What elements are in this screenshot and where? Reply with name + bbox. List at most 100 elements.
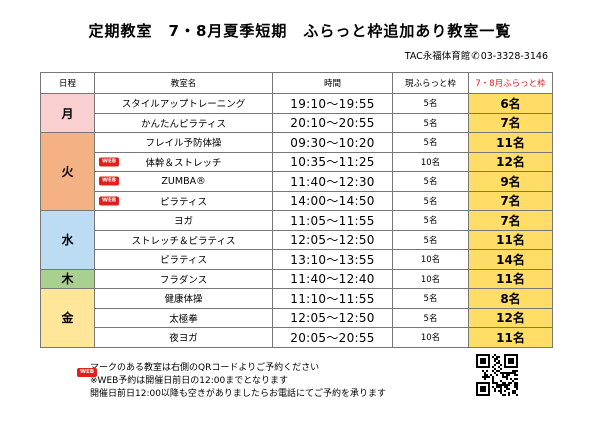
table-row: 太極拳 12:05～12:50 5名 12名 <box>41 307 553 328</box>
qr-code-icon[interactable] <box>476 354 518 396</box>
time-cell: 11:40～12:30 <box>272 171 393 192</box>
summer-slots-cell: 7名 <box>468 112 553 133</box>
current-slots-cell: 10名 <box>392 249 469 270</box>
class-name: 太極拳 <box>169 313 198 325</box>
table-header-row: 日程 教室名 時間 現ふらっと枠 7・8月ふらっと枠 <box>40 72 553 94</box>
current-slots-cell: 5名 <box>392 93 469 114</box>
summer-slots-cell: 11名 <box>468 327 553 348</box>
class-name-cell: フレイル予防体操 <box>94 132 273 153</box>
class-name-cell: 太極拳 <box>94 307 273 328</box>
summer-slots-cell: 12名 <box>468 307 553 328</box>
table-row: 夜ヨガ 20:05～20:55 10名 11名 <box>41 327 553 348</box>
time-cell: 12:05～12:50 <box>272 307 393 328</box>
table-row: WEB ピラティス 14:00～14:50 5名 7名 <box>41 190 553 211</box>
current-slots-cell: 5名 <box>392 171 469 192</box>
time-cell: 14:00～14:50 <box>272 190 393 211</box>
day-cell: 水 <box>40 210 95 270</box>
time-cell: 19:10～19:55 <box>272 93 393 114</box>
class-name-cell: WEB 体幹＆ストレッチ <box>94 151 273 172</box>
contact-info: TAC永福体育館✆03-3328-3146 <box>0 48 548 62</box>
header-summer: 7・8月ふらっと枠 <box>468 72 553 94</box>
summer-slots-cell: 6名 <box>468 93 553 114</box>
schedule-body: 月スタイルアップトレーニング 19:10～19:55 5名 6名 かんたんピラティス 20… <box>40 93 553 348</box>
summer-slots-cell: 11名 <box>468 268 553 289</box>
summer-slots-cell: 14名 <box>468 249 553 270</box>
class-name: フレイル予防体操 <box>145 138 222 150</box>
note-line-2: ※WEB予約は開催日前日の12:00までとなります <box>90 376 288 386</box>
class-name-cell: 健康体操 <box>94 288 273 309</box>
class-name-cell: フラダンス <box>94 268 273 289</box>
time-cell: 10:35～11:25 <box>272 151 393 172</box>
class-name: ヨガ <box>173 216 193 228</box>
class-name-cell: WEB ピラティス <box>94 190 273 211</box>
phone-icon: ✆ <box>471 51 480 62</box>
time-cell: 12:05～12:50 <box>272 229 393 250</box>
day-cell: 木 <box>40 268 95 289</box>
class-name-cell: 夜ヨガ <box>94 327 273 348</box>
class-name: ピラティス <box>160 196 207 208</box>
class-name-cell: ヨガ <box>94 210 273 231</box>
table-row: ピラティス 13:10～13:55 10名 14名 <box>41 249 553 270</box>
web-badge-icon: WEB <box>99 176 120 186</box>
table-row: 月 スタイルアップトレーニング 19:10～19:55 5名 6名 <box>40 93 553 133</box>
class-name-cell: かんたんピラティス <box>94 112 273 133</box>
summer-slots-cell: 7名 <box>468 210 553 231</box>
class-name: 健康体操 <box>164 294 203 306</box>
day-cell: 月 <box>40 93 95 133</box>
header-current: 現ふらっと枠 <box>392 72 469 94</box>
table-row: かんたんピラティス 20:10～20:55 5名 7名 <box>41 112 553 133</box>
header-time: 時間 <box>272 72 393 94</box>
current-slots-cell: 10名 <box>392 268 469 289</box>
schedule-table: 日程 教室名 時間 現ふらっと枠 7・8月ふらっと枠 月 スタイルアップトレーニン… <box>40 72 553 348</box>
class-name: かんたんピラティス <box>141 118 226 130</box>
current-slots-cell: 5名 <box>392 112 469 133</box>
current-slots-cell: 5名 <box>392 190 469 211</box>
table-row: 金 健康体操 11:10～11:55 5名 8名 <box>40 288 553 348</box>
current-slots-cell: 5名 <box>392 288 469 309</box>
class-name-cell: ピラティス <box>94 249 273 270</box>
current-slots-cell: 10名 <box>392 151 469 172</box>
time-cell: 13:10～13:55 <box>272 249 393 270</box>
current-slots-cell: 5名 <box>392 307 469 328</box>
web-badge-icon: WEB <box>99 157 120 167</box>
current-slots-cell: 5名 <box>392 229 469 250</box>
web-badge-icon: WEB <box>77 368 98 377</box>
class-name-cell: WEB ZUMBA® <box>94 171 273 192</box>
current-slots-cell: 5名 <box>392 132 469 153</box>
summer-slots-cell: 11名 <box>468 229 553 250</box>
class-name: スタイルアップトレーニング <box>121 99 246 111</box>
summer-slots-cell: 8名 <box>468 288 553 309</box>
class-name: ピラティス <box>160 255 207 267</box>
class-name: 体幹＆ストレッチ <box>145 157 222 169</box>
class-name-cell: スタイルアップトレーニング <box>94 93 273 114</box>
class-name: ストレッチ＆ピラティス <box>131 235 236 247</box>
table-row: 水 ヨガ 11:05～11:55 5名 7名 <box>40 210 553 270</box>
summer-slots-cell: 7名 <box>468 190 553 211</box>
phone-number[interactable]: 03-3328-3146 <box>480 51 548 62</box>
day-cell: 金 <box>40 288 95 348</box>
current-slots-cell: 5名 <box>392 210 469 231</box>
summer-slots-cell: 9名 <box>468 171 553 192</box>
time-cell: 11:40～12:40 <box>272 268 393 289</box>
day-cell: 火 <box>40 132 95 211</box>
time-cell: 20:05～20:55 <box>272 327 393 348</box>
table-row: ストレッチ＆ピラティス 12:05～12:50 5名 11名 <box>41 229 553 250</box>
gym-name: TAC永福体育館 <box>404 51 471 62</box>
table-row: 木 フラダンス 11:40～12:40 10名 11名 <box>40 268 553 289</box>
time-cell: 20:10～20:55 <box>272 112 393 133</box>
table-row: WEB 体幹＆ストレッチ 10:35～11:25 10名 12名 <box>41 151 553 172</box>
current-slots-cell: 10名 <box>392 327 469 348</box>
summer-slots-cell: 12名 <box>468 151 553 172</box>
page-title: 定期教室 7・8月夏季短期 ふらっと枠追加あり教室一覧 <box>88 22 512 40</box>
class-name: フラダンス <box>159 274 208 286</box>
time-cell: 09:30～10:20 <box>272 132 393 153</box>
table-row: WEB ZUMBA® 11:40～12:30 5名 9名 <box>41 171 553 192</box>
class-name-cell: ストレッチ＆ピラティス <box>94 229 273 250</box>
header-class: 教室名 <box>94 72 273 94</box>
note-line-3: 開催日前日12:00以降も空きがありましたらお電話にてご予約を承ります <box>90 389 386 399</box>
table-row: 火フレイル予防体操 09:30～10:20 5名 11名 <box>40 132 553 211</box>
time-cell: 11:05～11:55 <box>272 210 393 231</box>
time-cell: 11:10～11:55 <box>272 288 393 309</box>
note-line-1: マークのある教室は右側のQRコードよりご予約ください <box>90 363 320 373</box>
summer-slots-cell: 11名 <box>468 132 553 153</box>
